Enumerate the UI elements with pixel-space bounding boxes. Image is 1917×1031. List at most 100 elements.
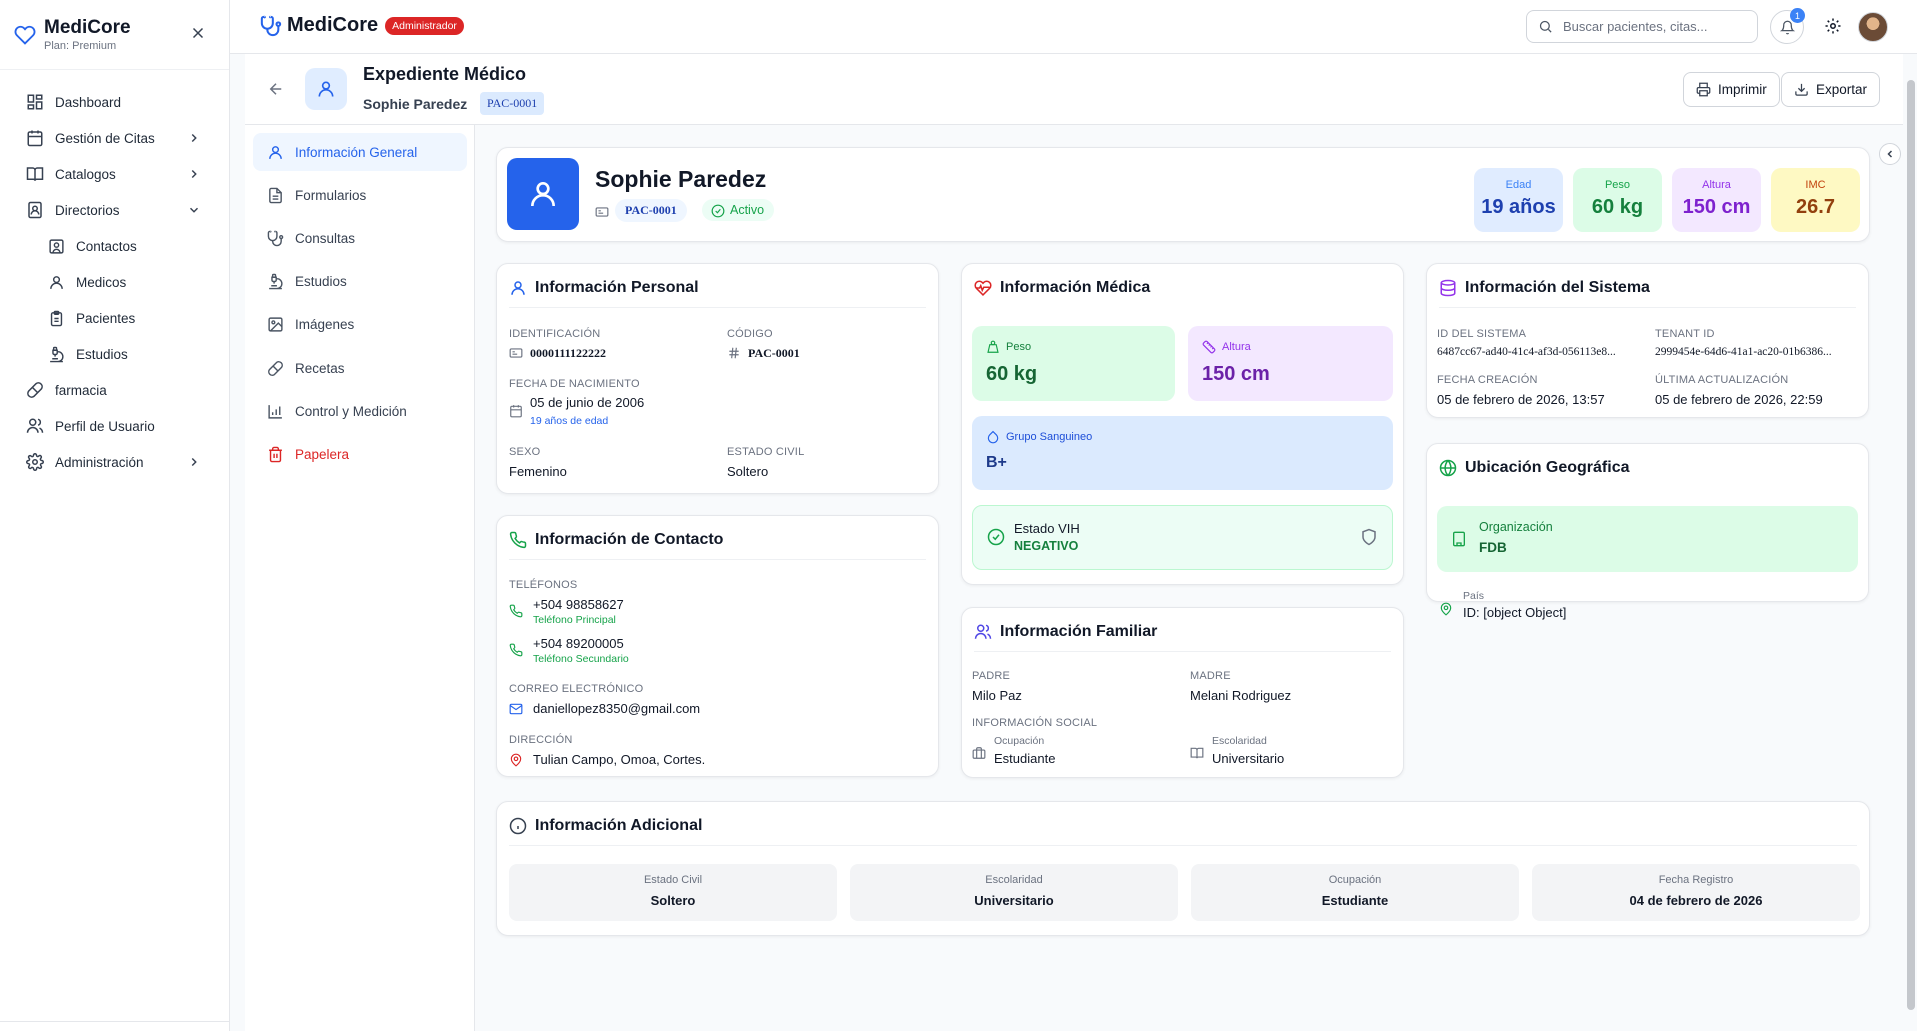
updated-value: 05 de febrero de 2026, 22:59 xyxy=(1655,392,1823,407)
bell-icon xyxy=(1779,20,1795,34)
tab-papelera[interactable]: Papelera xyxy=(253,435,467,473)
tab-label: Estudios xyxy=(295,273,347,289)
card-title-text: Información del Sistema xyxy=(1465,278,1650,296)
trash-icon xyxy=(269,446,282,462)
microscope-icon xyxy=(50,346,64,362)
tab-estudios[interactable]: Estudios xyxy=(253,262,467,300)
stethoscope-icon xyxy=(260,15,282,36)
card-title: Información Personal xyxy=(509,278,926,308)
occupation-value: Estudiante xyxy=(994,751,1056,766)
id-card-icon xyxy=(509,348,523,358)
sidebar: MediCore Plan: Premium Dashboard Gestión… xyxy=(0,0,230,1031)
user-avatar[interactable] xyxy=(1858,12,1888,42)
email-value[interactable]: daniellopez8350@gmail.com xyxy=(533,701,701,716)
tab-recetas[interactable]: Recetas xyxy=(253,349,467,387)
sidebar-nav: Dashboard Gestión de Citas Catalogos Dir… xyxy=(0,70,229,480)
export-button-label: Exportar xyxy=(1816,82,1868,97)
user-icon xyxy=(318,81,334,97)
tab-informacion-general[interactable]: Información General xyxy=(253,133,467,171)
search-box[interactable] xyxy=(1526,10,1758,43)
search-input[interactable] xyxy=(1563,19,1743,34)
users-icon xyxy=(26,418,44,433)
card-title: Ubicación Geográfica xyxy=(1439,458,1856,488)
sidebar-item-label: Dashboard xyxy=(55,94,122,110)
map-pin-icon xyxy=(510,753,522,767)
book-icon xyxy=(26,167,44,181)
tab-consultas[interactable]: Consultas xyxy=(253,219,467,257)
stat-value: 150 cm xyxy=(1682,196,1751,218)
sidebar-item-farmacia[interactable]: farmacia xyxy=(0,372,229,408)
chevron-left-icon xyxy=(1887,150,1893,158)
main-content: Sophie Paredez PAC-0001 Activo Edad 19 a… xyxy=(476,125,1897,1031)
sidebar-item-dashboard[interactable]: Dashboard xyxy=(0,84,229,120)
field-label: Tenant ID xyxy=(1655,328,1715,340)
field-label: Correo Electrónico xyxy=(509,683,644,695)
sidebar-item-administracion[interactable]: Administración xyxy=(0,444,229,480)
tab-control-medicion[interactable]: Control y Medición xyxy=(253,392,467,430)
check-circle-icon xyxy=(711,204,725,218)
record-section-nav: Información General Formularios Consulta… xyxy=(245,125,475,1031)
age-note: 19 años de edad xyxy=(530,415,609,427)
organization-value: FDB xyxy=(1479,540,1507,555)
topbar: MediCore Administrador 1 xyxy=(230,0,1917,54)
system-id-value: 6487cc67-ad40-41c4-af3d-056113e8... xyxy=(1437,346,1616,358)
print-button[interactable]: Imprimir xyxy=(1683,72,1780,107)
blood-type-value: B+ xyxy=(986,454,1007,471)
tab-label: Consultas xyxy=(295,230,356,246)
sidebar-item-medicos[interactable]: Medicos xyxy=(0,264,229,300)
height-label: Altura xyxy=(1222,341,1251,353)
card-title-text: Información Adicional xyxy=(535,816,703,834)
ruler-icon xyxy=(1202,340,1216,354)
sidebar-item-citas[interactable]: Gestión de Citas xyxy=(0,120,229,156)
contacts-book-icon xyxy=(28,201,42,219)
stethoscope-icon xyxy=(267,230,284,246)
identification-value: 0000111122222 xyxy=(530,346,607,360)
sidebar-item-estudios[interactable]: Estudios xyxy=(0,336,229,372)
sidebar-item-label: farmacia xyxy=(55,382,107,398)
organization-label: Organización xyxy=(1479,520,1553,534)
patient-code-badge: PAC-0001 xyxy=(615,199,687,222)
tab-label: Recetas xyxy=(295,360,345,376)
download-icon xyxy=(1795,83,1808,96)
database-icon xyxy=(1440,279,1456,296)
sidebar-item-pacientes[interactable]: Pacientes xyxy=(0,300,229,336)
card-title-text: Ubicación Geográfica xyxy=(1465,459,1630,476)
print-button-label: Imprimir xyxy=(1718,82,1767,97)
sidebar-item-catalogos[interactable]: Catalogos xyxy=(0,156,229,192)
sidebar-item-contactos[interactable]: Contactos xyxy=(0,228,229,264)
field-label: Teléfonos xyxy=(509,579,578,591)
check-circle-icon xyxy=(987,528,1005,546)
additional-info-card: Información Adicional Estado Civil Solte… xyxy=(496,801,1870,936)
sidebar-item-directorios[interactable]: Directorios xyxy=(0,192,229,228)
field-label: Fecha de Nacimiento xyxy=(509,378,640,390)
card-title-text: Información Personal xyxy=(535,278,699,296)
field-label: Información Social xyxy=(972,717,1098,729)
sidebar-item-perfil[interactable]: Perfil de Usuario xyxy=(0,408,229,444)
stat-peso: Peso 60 kg xyxy=(1573,168,1662,232)
tab-formularios[interactable]: Formularios xyxy=(253,176,467,214)
settings-gear-icon[interactable] xyxy=(1824,17,1842,35)
tab-label: Imágenes xyxy=(295,316,355,332)
shield-icon xyxy=(1362,528,1376,546)
heart-pulse-icon xyxy=(974,280,992,296)
export-button[interactable]: Exportar xyxy=(1781,72,1881,107)
pill-icon xyxy=(27,382,43,398)
notifications-button[interactable]: 1 xyxy=(1770,8,1805,44)
stat-value: 60 kg xyxy=(1591,196,1644,218)
additional-item-label: Estado Civil xyxy=(643,874,703,886)
page-scrollbar[interactable] xyxy=(1907,80,1915,1010)
search-icon xyxy=(1539,20,1552,33)
tab-imagenes[interactable]: Imágenes xyxy=(253,305,467,343)
collapse-panel-button[interactable] xyxy=(1879,143,1901,165)
close-icon[interactable] xyxy=(189,24,207,42)
notification-count-badge: 1 xyxy=(1790,8,1805,23)
topbar-brand: MediCore Administrador xyxy=(260,14,464,37)
card-title: Información de Contacto xyxy=(509,530,926,560)
weight-label: Peso xyxy=(1006,341,1032,353)
stat-value: 19 años xyxy=(1481,196,1556,218)
height-box: Altura 150 cm xyxy=(1188,326,1393,401)
height-value: 150 cm xyxy=(1202,363,1270,385)
patient-header-icon xyxy=(305,68,347,110)
back-arrow-icon[interactable] xyxy=(267,80,285,98)
mail-icon xyxy=(509,703,523,715)
